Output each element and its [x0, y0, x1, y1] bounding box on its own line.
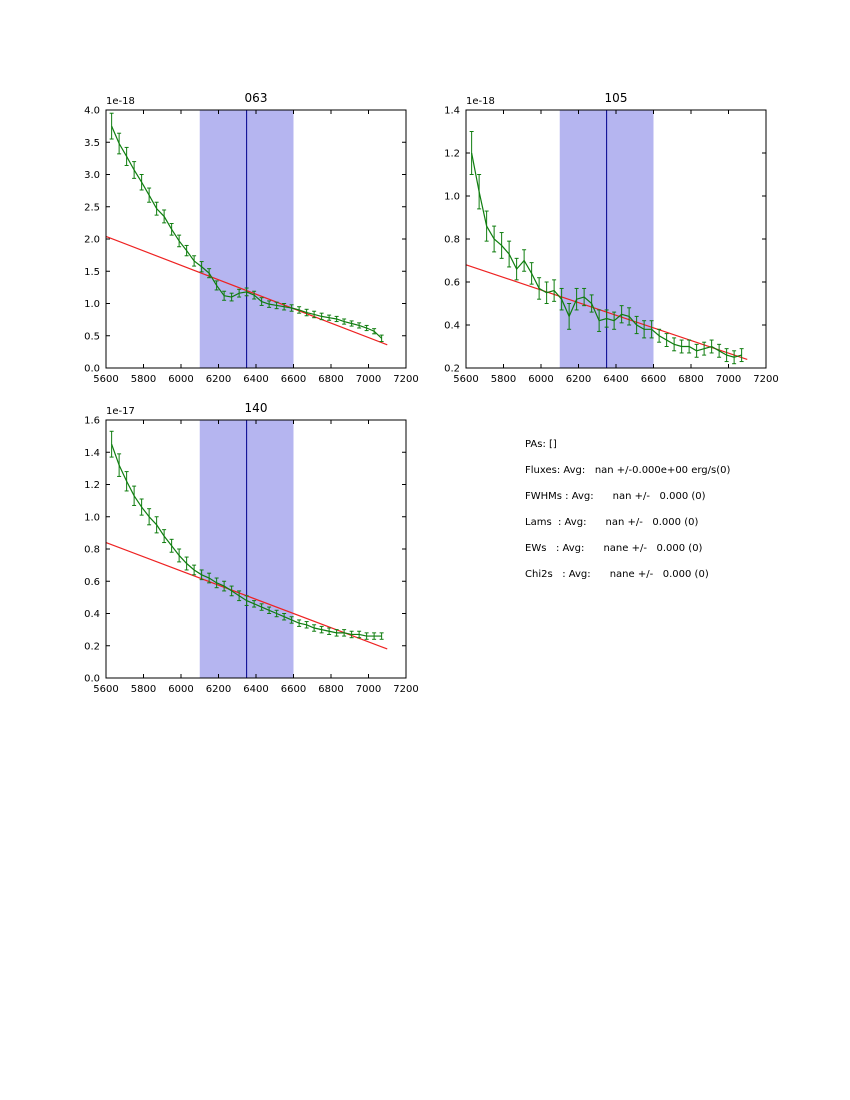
stat-line-lams: Lams : Avg: nan +/- 0.000 (0): [525, 517, 699, 528]
chart-slot-105: 5600 5800 6000 6200 6400 6600 6800 7000 7200 0.2 0…: [426, 88, 796, 398]
y-tick-label: 0.4: [444, 321, 460, 332]
stat-line-ews: EWs : Avg: nane +/- 0.000 (0): [525, 543, 703, 554]
axis-offset-label: 1e-17: [106, 406, 135, 417]
y-tick-label: 0.5: [84, 331, 100, 342]
y-tick-label: 3.5: [84, 138, 100, 149]
x-tick-label: 6400: [243, 374, 268, 385]
y-tick-label: 0.8: [84, 545, 100, 556]
x-tick-label: 7200: [393, 374, 418, 385]
axis-offset-label: 1e-18: [106, 96, 135, 107]
stat-line-fwhms: FWHMs : Avg: nan +/- 0.000 (0): [525, 491, 706, 502]
y-tick-label: 1.4: [84, 448, 100, 459]
chart-slot-140: 5600 5800 6000 6200 6400 6600 6800 7000 7200 0.0 0…: [66, 398, 436, 708]
x-tick-label: 6800: [318, 374, 343, 385]
axis-offset-label: 1e-18: [466, 96, 495, 107]
x-tick-label: 5600: [453, 374, 478, 385]
x-tick-label: 7000: [356, 684, 381, 695]
x-tick-label: 6400: [603, 374, 628, 385]
x-tick-label: 7000: [716, 374, 741, 385]
y-tick-label: 0.8: [444, 235, 460, 246]
x-tick-label: 5800: [131, 374, 156, 385]
x-tick-label: 5600: [93, 684, 118, 695]
x-tick-label: 6200: [566, 374, 591, 385]
y-tick-label: 0.2: [444, 364, 460, 375]
chart-105: 5600 5800 6000 6200 6400 6600 6800 7000 7200 0.2 0…: [444, 91, 779, 385]
y-tick-label: 0.2: [84, 641, 100, 652]
stat-line-pas: PAs: []: [525, 439, 557, 450]
stats-panel: PAs: [] Fluxes: Avg: nan +/-0.000e+00 er…: [525, 432, 730, 588]
stat-line-chi2s: Chi2s : Avg: nane +/- 0.000 (0): [525, 569, 709, 580]
x-tick-label: 6800: [678, 374, 703, 385]
x-tick-label: 5600: [93, 374, 118, 385]
x-tick-label: 6600: [641, 374, 666, 385]
y-tick-label: 1.0: [84, 299, 100, 310]
y-tick-label: 0.4: [84, 609, 100, 620]
x-tick-label: 7200: [393, 684, 418, 695]
y-tick-label: 1.4: [444, 106, 460, 117]
series-spectrum-errorbars: [109, 112, 384, 343]
x-tick-label: 6000: [168, 374, 193, 385]
y-tick-label: 0.0: [84, 674, 100, 685]
y-tick-label: 1.5: [84, 267, 100, 278]
series-spectrum-errorbars: [469, 131, 744, 365]
chart-063: 5600 5800 6000 6200 6400 6600 6800 7000 7200 0.0 0…: [84, 91, 419, 385]
y-tick-label: 2.0: [84, 235, 100, 246]
y-tick-label: 0.6: [84, 577, 100, 588]
y-tick-label: 1.2: [444, 149, 460, 160]
x-tick-label: 6000: [528, 374, 553, 385]
stat-line-fluxes: Fluxes: Avg: nan +/-0.000e+00 erg/s(0): [525, 465, 731, 476]
x-tick-label: 7000: [356, 374, 381, 385]
x-tick-label: 5800: [491, 374, 516, 385]
x-tick-label: 6800: [318, 684, 343, 695]
chart-title: 063: [245, 91, 268, 105]
y-tick-label: 2.5: [84, 202, 100, 213]
y-tick-label: 3.0: [84, 170, 100, 181]
y-tick-label: 0.6: [444, 278, 460, 289]
x-tick-label: 7200: [753, 374, 778, 385]
x-tick-label: 6600: [281, 684, 306, 695]
x-tick-label: 6200: [206, 684, 231, 695]
chart-title: 140: [245, 401, 268, 415]
x-tick-label: 6200: [206, 374, 231, 385]
x-tick-label: 6400: [243, 684, 268, 695]
y-tick-label: 1.0: [444, 192, 460, 203]
chart-title: 105: [605, 91, 628, 105]
x-tick-label: 5800: [131, 684, 156, 695]
series-spectrum-errorbars: [109, 430, 384, 640]
y-tick-label: 0.0: [84, 364, 100, 375]
y-tick-label: 4.0: [84, 106, 100, 117]
y-tick-label: 1.6: [84, 416, 100, 427]
chart-140: 5600 5800 6000 6200 6400 6600 6800 7000 7200 0.0 0…: [84, 401, 419, 695]
x-tick-label: 6000: [168, 684, 193, 695]
chart-slot-063: 5600 5800 6000 6200 6400 6600 6800 7000 7200 0.0 0…: [66, 88, 436, 398]
y-tick-label: 1.2: [84, 480, 100, 491]
x-tick-label: 6600: [281, 374, 306, 385]
y-tick-label: 1.0: [84, 512, 100, 523]
